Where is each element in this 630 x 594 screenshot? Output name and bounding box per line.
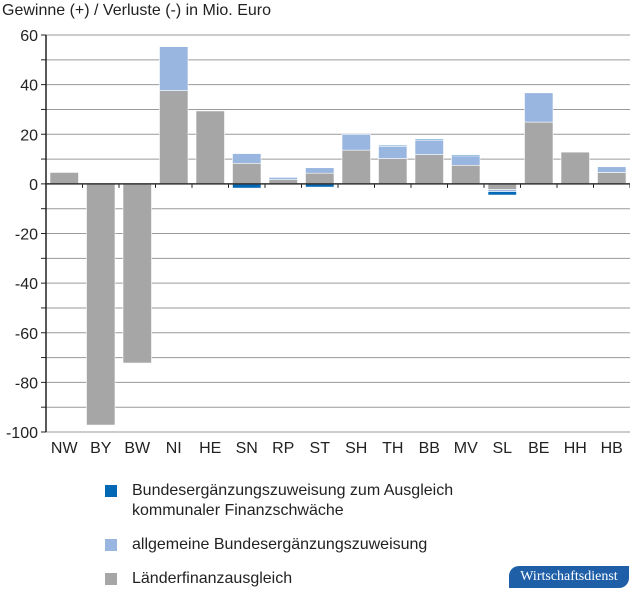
x-tick-label: BY: [90, 440, 112, 457]
bar-segment: [451, 154, 481, 157]
bar-segment: [597, 166, 627, 173]
publisher-logo: Wirtschaftsdienst: [509, 566, 629, 588]
y-axis-title: Gewinne (+) / Verluste (-) in Mio. Euro: [2, 2, 271, 19]
y-tick-label: 40: [20, 78, 38, 95]
bar-segment: [414, 138, 444, 141]
legend-label: Länderfinanzausgleich: [132, 570, 293, 587]
bar-segment: [378, 145, 408, 147]
x-tick-label: SH: [345, 440, 367, 457]
bar-segment: [487, 191, 517, 196]
bar-segment: [487, 183, 517, 190]
bar-segment: [341, 149, 371, 185]
bar-segment: [232, 162, 262, 185]
bar-segment: [597, 172, 627, 185]
y-tick-label: -20: [15, 227, 38, 244]
y-tick-label: 20: [20, 127, 38, 144]
bar-segment: [86, 183, 116, 426]
bar-segment: [451, 155, 481, 166]
legend-swatch: [105, 485, 117, 497]
legend-label: allgemeine Bundesergänzungszuweisung: [132, 536, 428, 553]
bar-segment: [451, 164, 481, 185]
bar-segment: [232, 153, 262, 164]
x-tick-label: HE: [199, 440, 221, 457]
y-tick-label: -40: [15, 276, 38, 293]
x-tick-label: BW: [124, 440, 151, 457]
plot-area: 60 40 20 0 -20 -40 -60 -80 -100 NW BY BW NI HE SN RP ST S…: [6, 28, 630, 457]
x-tick-label: NW: [51, 440, 79, 457]
bar-segment: [49, 172, 79, 185]
legend-label: Bundesergänzungszuweisung zum Ausgleich: [132, 482, 454, 499]
y-tick-label: 0: [29, 177, 38, 194]
y-tick-label: -60: [15, 326, 38, 343]
bar-segment: [414, 154, 444, 185]
y-tick-label: -100: [6, 425, 38, 442]
x-tick-label: MV: [454, 440, 478, 457]
bar-segment: [378, 146, 408, 159]
legend-swatch: [105, 539, 117, 551]
y-tick-label: -80: [15, 375, 38, 392]
x-tick-label: SL: [492, 440, 512, 457]
y-tick-label: 60: [20, 28, 38, 45]
x-tick-label: HB: [601, 440, 623, 457]
x-tick-label: BE: [528, 440, 549, 457]
x-tick-label: BB: [419, 440, 440, 457]
bar-segment: [524, 92, 554, 123]
bar-segment: [195, 110, 225, 185]
x-tick-label: HH: [564, 440, 587, 457]
bar-segment: [268, 177, 298, 180]
x-tick-label: TH: [382, 440, 403, 457]
x-tick-label: NI: [166, 440, 182, 457]
bar-segment: [560, 151, 590, 185]
x-tick-label: SN: [236, 440, 258, 457]
bar-segment: [305, 172, 335, 185]
bar-segment: [341, 133, 371, 151]
bar-segment: [414, 139, 444, 155]
legend-swatch: [105, 573, 117, 585]
legend-label: kommunaler Finanzschwäche: [132, 502, 344, 519]
bar-segment: [159, 90, 189, 185]
x-tick-label: RP: [272, 440, 294, 457]
bar-segment: [159, 46, 189, 91]
bar-segment: [122, 183, 152, 364]
x-tick-label: ST: [310, 440, 331, 457]
bar-segment: [378, 158, 408, 185]
bar-segment: [524, 121, 554, 185]
bar-segment: [305, 167, 335, 174]
